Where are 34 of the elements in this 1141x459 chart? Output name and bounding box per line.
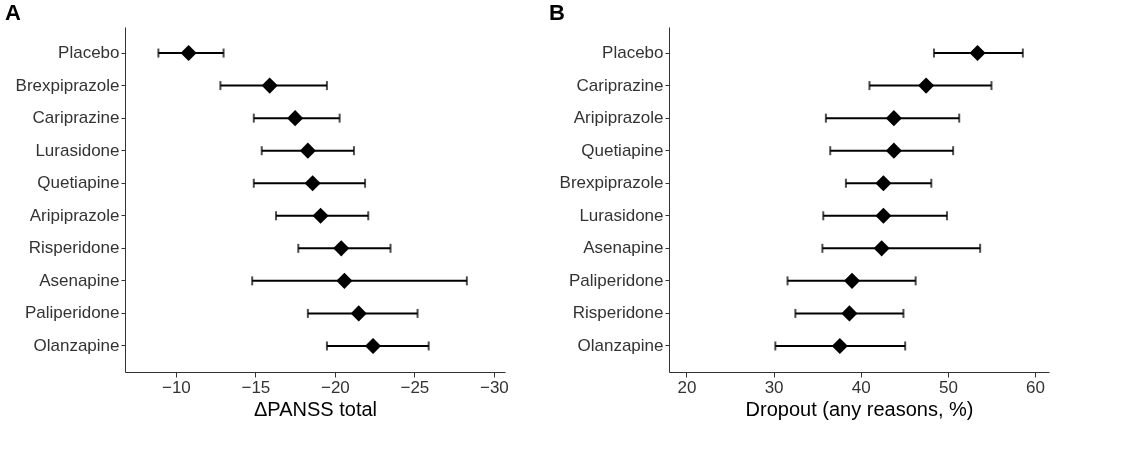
x-tick-label: 60 <box>1026 377 1046 397</box>
y-tick-label: Placebo <box>58 43 120 63</box>
y-tick-label: Quetiapine <box>581 140 664 160</box>
y-tick-label: Aripiprazole <box>29 205 120 225</box>
y-tick-label: Cariprazine <box>32 108 120 128</box>
x-tick-label: 30 <box>764 377 784 397</box>
x-tick-label: 20 <box>677 377 697 397</box>
y-tick-label: Aripiprazole <box>573 108 664 128</box>
y-tick-label: Lurasidone <box>35 140 120 160</box>
x-tick-label: 40 <box>851 377 871 397</box>
y-tick-label: Olanzapine <box>577 335 664 355</box>
y-tick-label: Olanzapine <box>33 335 120 355</box>
x-axis-title: ΔPANSS total <box>253 397 378 420</box>
x-tick-label: −25 <box>400 377 430 397</box>
y-tick-label: Asenapine <box>583 238 664 258</box>
y-tick-label: Lurasidone <box>579 205 664 225</box>
y-tick-label: Placebo <box>602 43 664 63</box>
chart-title: B <box>549 0 565 25</box>
chart-title: A <box>5 0 22 25</box>
y-tick-label: Brexpiprazole <box>15 75 120 95</box>
x-tick-label: −30 <box>479 377 509 397</box>
y-tick-label: Cariprazine <box>576 75 664 95</box>
y-tick-label: Paliperidone <box>568 270 664 290</box>
y-tick-label: Paliperidone <box>24 303 120 323</box>
x-tick-label: −15 <box>241 377 271 397</box>
y-tick-label: Quetiapine <box>37 173 120 193</box>
y-tick-label: Brexpiprazole <box>559 173 664 193</box>
y-tick-label: Asenapine <box>39 270 120 290</box>
x-tick-label: −10 <box>161 377 191 397</box>
y-tick-label: Risperidone <box>28 238 120 258</box>
x-axis-title: Dropout (any reasons, %) <box>745 397 974 420</box>
x-tick-label: 50 <box>938 377 958 397</box>
x-tick-label: −20 <box>320 377 350 397</box>
y-tick-label: Risperidone <box>572 303 664 323</box>
